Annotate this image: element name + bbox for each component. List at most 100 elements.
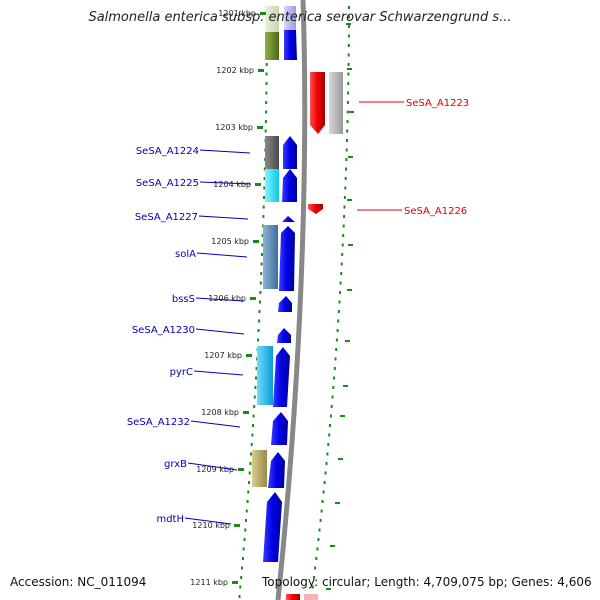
gene-label-mdth[interactable]: mdtH — [156, 514, 184, 525]
forward-gene-pyrc — [273, 347, 290, 407]
ring-dash — [338, 458, 343, 460]
ring-dot — [249, 462, 252, 465]
ring-dot — [340, 262, 343, 266]
ring-dot — [253, 405, 256, 408]
ring-dot — [343, 205, 346, 209]
ring-dot — [241, 557, 244, 560]
ring-dot — [319, 519, 322, 522]
page-title: Salmonella enterica subsp. enterica sero… — [88, 10, 512, 25]
cog-bar-sesa-a1225 — [265, 169, 279, 202]
gene-label-sesa_a1226[interactable]: SeSA_A1226 — [404, 206, 467, 217]
ring-dot — [339, 281, 342, 285]
gene-label-sesa_a1227[interactable]: SeSA_A1227 — [135, 212, 198, 223]
ring-dot — [322, 490, 325, 494]
ring-dot — [238, 595, 241, 598]
genome-backbone — [275, 0, 308, 600]
ring-dot — [348, 6, 350, 9]
forward-gene-top — [284, 30, 297, 60]
ring-dot — [243, 538, 246, 541]
ring-dot — [320, 509, 323, 513]
ring-dot — [318, 528, 321, 532]
kbp-tick-mark — [234, 524, 240, 527]
ring-dot — [321, 500, 324, 503]
ring-dash — [347, 199, 352, 201]
ring-dot — [259, 300, 261, 304]
ring-dot — [347, 44, 350, 47]
ring-dot — [347, 25, 350, 28]
ring-dot — [248, 471, 251, 475]
ring-dash — [349, 111, 354, 113]
kbp-tick-mark — [260, 12, 266, 15]
kbp-tick-label: 1206 kbp — [208, 294, 246, 303]
gene-label-sesa_a1232[interactable]: SeSA_A1232 — [127, 417, 190, 428]
ring-dot — [331, 395, 334, 399]
ring-dot — [265, 82, 268, 85]
ring-dot — [347, 72, 350, 76]
ring-dot — [347, 91, 350, 95]
ring-dot — [239, 585, 242, 589]
ring-dot — [339, 291, 342, 294]
ring-dot — [245, 509, 248, 513]
gene-label-sesa_a1225[interactable]: SeSA_A1225 — [136, 178, 199, 189]
ring-dot — [317, 538, 320, 541]
kbp-tick-label: 1203 kbp — [215, 123, 253, 132]
gene-label-leader — [190, 420, 241, 428]
ring-dot — [334, 357, 337, 361]
ring-dot — [263, 167, 266, 171]
ring-dot — [263, 177, 266, 180]
forward-gene-bsss — [278, 296, 292, 312]
ring-dot — [327, 443, 330, 446]
kbp-tick-mark — [253, 240, 259, 243]
ring-dot — [265, 63, 268, 66]
ring-dot — [261, 253, 263, 256]
kbp-ticks: 1201 kbp 1202 kbp 1203 kbp 1204 kbp 1205 kbp… — [190, 9, 266, 587]
ring-dot — [329, 424, 331, 427]
ring-dot — [265, 101, 268, 104]
ring-dash — [326, 588, 331, 590]
ring-dot — [329, 414, 332, 418]
gene-label-pyrc[interactable]: pyrC — [170, 367, 193, 378]
ring-dash — [340, 415, 345, 417]
gene-label-leader — [196, 252, 248, 258]
ring-dash — [330, 545, 335, 547]
gene-label-sesa_a1230[interactable]: SeSA_A1230 — [132, 325, 195, 336]
gene-label-leader — [199, 149, 251, 154]
ring-dash — [347, 68, 352, 70]
ring-dot — [246, 500, 249, 503]
forward-gene-sola — [279, 226, 295, 291]
ring-dot — [262, 205, 265, 209]
cog-bar-bottom — [304, 594, 318, 600]
ring-dot — [337, 310, 340, 313]
ring-dot — [262, 215, 265, 218]
gene-label-sesa_a1224[interactable]: SeSA_A1224 — [136, 146, 199, 157]
ring-dot — [346, 120, 349, 123]
ring-dot — [342, 234, 345, 237]
gene-label-bsss[interactable]: bssS — [172, 294, 195, 305]
forward-gene-grxb — [268, 452, 285, 488]
kbp-tick-label: 1211 kbp — [190, 578, 228, 587]
gene-label-grxb[interactable]: grxB — [164, 459, 187, 470]
ring-dot — [346, 110, 349, 114]
kbp-tick-label: 1204 kbp — [213, 180, 251, 189]
gene-label-sesa_a1223[interactable]: SeSA_A1223 — [406, 98, 469, 109]
ring-dot — [345, 167, 347, 171]
ring-dot — [263, 196, 265, 199]
ring-dot — [257, 329, 260, 332]
gene-label-sola[interactable]: solA — [175, 249, 196, 260]
genome-summary-text: Topology: circular; Length: 4,709,075 bp… — [262, 575, 592, 589]
forward-gene-sesa-a1224 — [283, 136, 297, 169]
ring-dot — [347, 34, 350, 38]
ring-dot — [347, 53, 350, 57]
outer-ring-right-dots — [310, 6, 354, 598]
ring-dot — [241, 566, 243, 570]
ring-dot — [255, 367, 258, 370]
gene-label-leader — [195, 328, 245, 335]
cog-bar-top — [265, 6, 279, 32]
ring-dot — [335, 338, 338, 342]
ring-dot — [263, 186, 266, 190]
ring-dot — [346, 139, 348, 142]
ring-dot — [326, 452, 329, 456]
gene-labels: SeSA_A1224 SeSA_A1225 SeSA_A1227 solA bssS Se… — [127, 98, 469, 525]
cog-bar-sesa-a1223 — [329, 72, 343, 134]
ring-dot — [248, 481, 250, 484]
